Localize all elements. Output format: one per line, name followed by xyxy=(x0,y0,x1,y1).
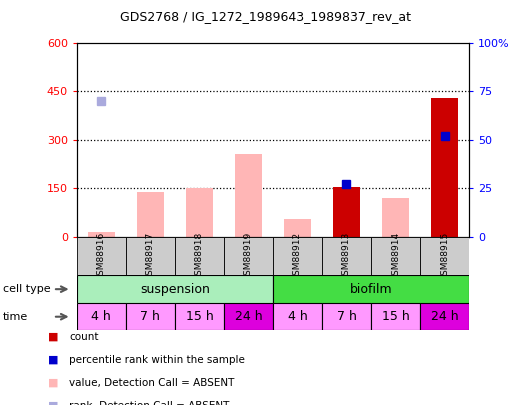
Bar xyxy=(322,237,371,275)
Bar xyxy=(137,192,164,237)
Bar xyxy=(420,303,469,330)
Bar xyxy=(77,303,126,330)
Text: 15 h: 15 h xyxy=(382,310,409,323)
Text: value, Detection Call = ABSENT: value, Detection Call = ABSENT xyxy=(69,378,234,388)
Text: 24 h: 24 h xyxy=(235,310,262,323)
Bar xyxy=(224,303,273,330)
Bar xyxy=(322,303,371,330)
Text: GSM88917: GSM88917 xyxy=(146,232,155,281)
Text: ■: ■ xyxy=(48,401,58,405)
Bar xyxy=(273,275,469,303)
Text: 7 h: 7 h xyxy=(337,310,357,323)
Bar xyxy=(77,237,126,275)
Bar xyxy=(284,219,311,237)
Bar xyxy=(77,275,273,303)
Bar xyxy=(273,303,322,330)
Text: suspension: suspension xyxy=(140,283,210,296)
Text: ■: ■ xyxy=(48,332,58,341)
Text: 7 h: 7 h xyxy=(140,310,160,323)
Text: 15 h: 15 h xyxy=(186,310,213,323)
Bar xyxy=(175,237,224,275)
Text: GSM88916: GSM88916 xyxy=(97,232,106,281)
Bar xyxy=(88,232,115,237)
Text: count: count xyxy=(69,332,99,341)
Text: GSM88912: GSM88912 xyxy=(293,232,302,281)
Bar xyxy=(126,303,175,330)
Text: GSM88913: GSM88913 xyxy=(342,232,351,281)
Bar xyxy=(273,237,322,275)
Text: GDS2768 / IG_1272_1989643_1989837_rev_at: GDS2768 / IG_1272_1989643_1989837_rev_at xyxy=(119,10,411,23)
Text: ■: ■ xyxy=(48,355,58,364)
Bar xyxy=(431,98,458,237)
Bar xyxy=(371,237,420,275)
Bar xyxy=(126,237,175,275)
Text: rank, Detection Call = ABSENT: rank, Detection Call = ABSENT xyxy=(69,401,229,405)
Bar xyxy=(371,303,420,330)
Text: cell type: cell type xyxy=(3,284,50,294)
Text: percentile rank within the sample: percentile rank within the sample xyxy=(69,355,245,364)
Bar xyxy=(333,187,360,237)
Text: GSM88915: GSM88915 xyxy=(440,232,449,281)
Bar xyxy=(420,237,469,275)
Text: biofilm: biofilm xyxy=(350,283,392,296)
Text: 4 h: 4 h xyxy=(288,310,307,323)
Bar xyxy=(235,154,262,237)
Bar xyxy=(175,303,224,330)
Bar xyxy=(186,188,213,237)
Text: GSM88918: GSM88918 xyxy=(195,232,204,281)
Bar xyxy=(224,237,273,275)
Text: GSM88914: GSM88914 xyxy=(391,232,400,281)
Text: ■: ■ xyxy=(48,378,58,388)
Text: GSM88919: GSM88919 xyxy=(244,232,253,281)
Bar xyxy=(382,198,409,237)
Text: 24 h: 24 h xyxy=(431,310,458,323)
Text: time: time xyxy=(3,312,28,322)
Text: 4 h: 4 h xyxy=(92,310,111,323)
